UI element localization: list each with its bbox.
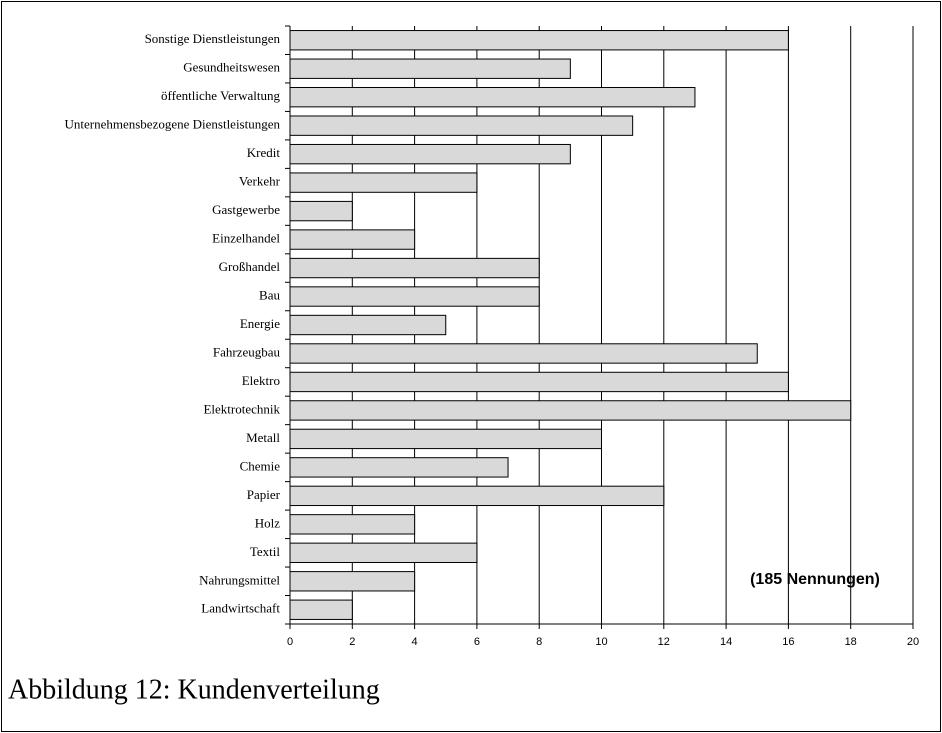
bar — [289, 143, 571, 165]
x-tick-label: 16 — [782, 636, 794, 648]
y-tick-label: Energie — [240, 316, 280, 331]
y-tick-label: Einzelhandel — [212, 231, 280, 246]
bar — [289, 200, 353, 222]
x-tick-label: 8 — [536, 636, 542, 648]
y-tick-label: Kredit — [247, 145, 281, 160]
y-tick-label: Papier — [247, 487, 281, 502]
y-tick-label: Metall — [246, 430, 280, 445]
x-tick-label: 18 — [845, 636, 857, 648]
y-tick-label: Chemie — [240, 458, 281, 473]
caption: Abbildung 12: Kundenverteilung — [8, 674, 380, 705]
y-tick-label: Fahrzeugbau — [213, 344, 281, 359]
x-tick-label: 12 — [658, 636, 670, 648]
y-tick-label: Sonstige Dienstleistungen — [145, 31, 281, 46]
bar — [289, 599, 353, 620]
y-tick-label: Verkehr — [239, 174, 281, 189]
bar — [289, 172, 478, 193]
x-tick-label: 6 — [474, 636, 480, 648]
bar — [289, 514, 416, 535]
y-tick-label: Landwirtschaft — [201, 601, 280, 616]
y-tick-label: Elektro — [242, 373, 280, 388]
bar — [289, 314, 447, 336]
bar — [289, 485, 665, 507]
bar — [289, 286, 540, 307]
y-tick-label: Gastgewerbe — [212, 202, 280, 217]
x-tick-label: 4 — [412, 636, 418, 648]
x-tick-label: 20 — [907, 636, 919, 648]
bar — [289, 229, 416, 250]
y-tick-label: öffentliche Verwaltung — [161, 88, 281, 103]
y-tick-label: Nahrungsmittel — [199, 572, 280, 587]
x-tick-label: 0 — [287, 636, 293, 648]
y-tick-label: Bau — [259, 288, 280, 303]
bar — [289, 542, 478, 563]
bar — [289, 58, 571, 79]
bar — [289, 400, 852, 421]
bar — [289, 428, 602, 450]
x-tick-label: 10 — [595, 636, 607, 648]
bar — [289, 115, 634, 136]
bar — [289, 571, 416, 592]
bar — [289, 457, 509, 478]
y-tick-label: Unternehmensbezogene Dienstleistungen — [64, 117, 280, 132]
y-tick-label: Großhandel — [219, 259, 281, 274]
bar — [289, 87, 696, 108]
x-tick-label: 2 — [349, 636, 355, 648]
bar — [289, 371, 789, 393]
y-tick-label: Textil — [250, 544, 281, 559]
y-tick-label: Gesundheitswesen — [183, 60, 280, 75]
bar — [289, 30, 789, 51]
annotation: (185 Nennungen) — [750, 571, 880, 588]
y-tick-label: Elektrotechnik — [203, 401, 280, 416]
bar — [289, 257, 540, 279]
y-tick-label: Holz — [255, 515, 281, 530]
bar — [289, 343, 758, 364]
x-tick-label: 14 — [720, 636, 732, 648]
